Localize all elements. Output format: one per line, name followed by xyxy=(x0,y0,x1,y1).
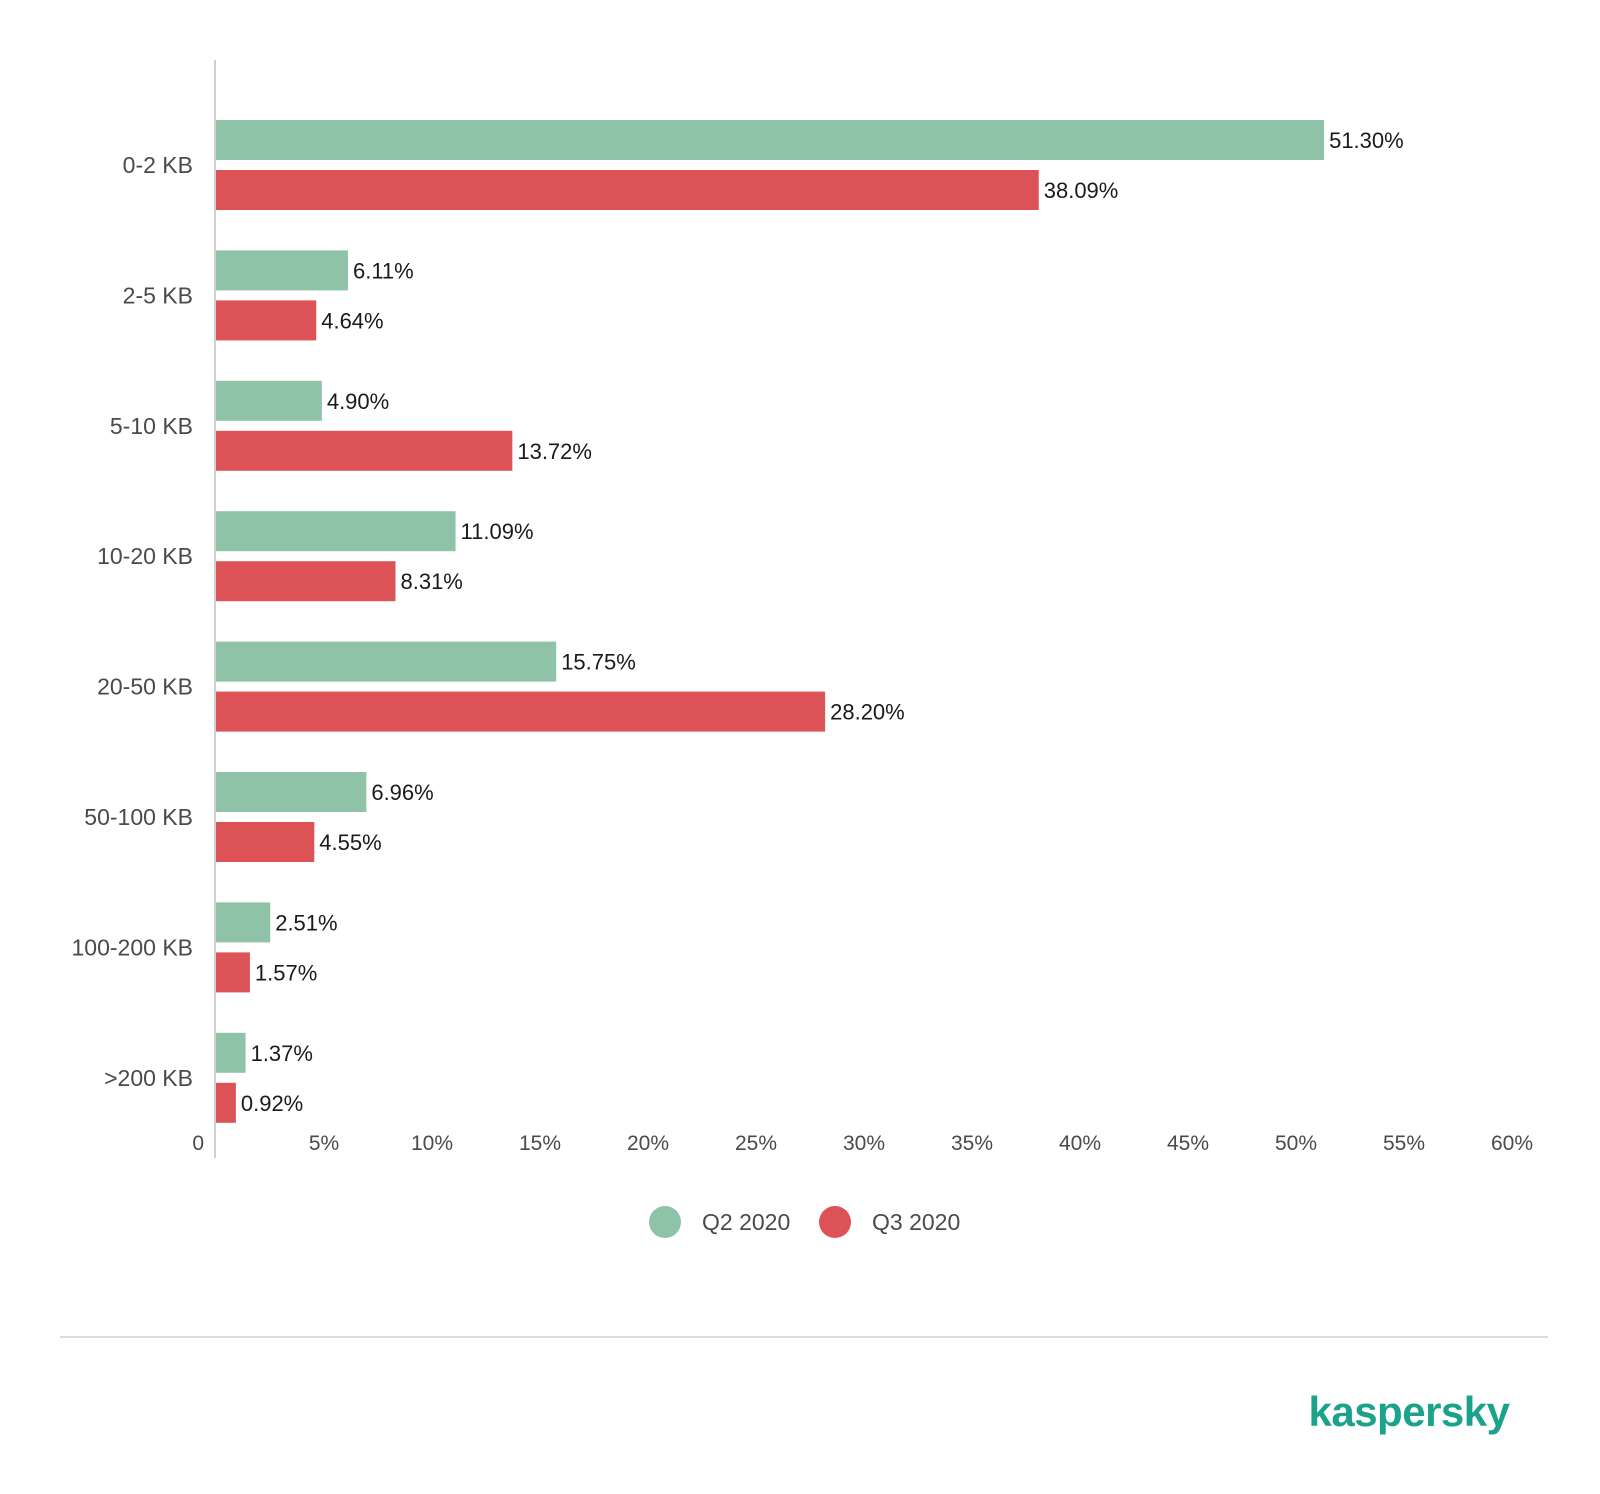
bar xyxy=(216,380,322,421)
category-label: 20-50 KB xyxy=(97,674,193,700)
data-label: 4.64% xyxy=(321,308,383,333)
data-label: 8.31% xyxy=(400,569,462,594)
data-label: 6.96% xyxy=(371,780,433,805)
category-label: 2-5 KB xyxy=(123,282,193,308)
category-label: >200 KB xyxy=(104,1065,193,1091)
bar xyxy=(216,300,317,341)
category-labels: 0-2 KB 2-5 KB 5-10 KB 10-20 KB 20-50 KB 50-10… xyxy=(72,152,193,1091)
legend: Q2 2020 Q3 2020 xyxy=(649,1206,960,1238)
category-label: 10-20 KB xyxy=(97,543,193,569)
data-label: 6.11% xyxy=(353,258,414,283)
bar xyxy=(216,430,513,471)
data-label: 15.75% xyxy=(561,650,636,675)
data-label: 4.55% xyxy=(319,830,381,855)
data-label: 13.72% xyxy=(517,439,592,464)
category-label: 100-200 KB xyxy=(72,934,193,960)
category-label: 50-100 KB xyxy=(84,804,193,830)
x-tick-label: 0 xyxy=(192,1132,204,1155)
legend-swatch xyxy=(819,1206,851,1238)
bar xyxy=(216,170,1039,210)
x-tick-label: 45% xyxy=(1167,1132,1209,1155)
x-tick-label: 55% xyxy=(1383,1132,1425,1155)
x-tick-label: 10% xyxy=(411,1132,453,1155)
bar xyxy=(216,1032,246,1073)
bar xyxy=(216,641,557,682)
x-tick-label: 5% xyxy=(309,1132,339,1155)
data-label: 1.57% xyxy=(255,960,317,985)
bars-layer: 51.30% 38.09% 6.11% 4.64% 4.90% 13.72% 11.09% 8… xyxy=(216,120,1404,1123)
kaspersky-logo: kaspersky xyxy=(1308,1390,1511,1435)
bar xyxy=(216,511,456,552)
data-label: 4.90% xyxy=(327,389,389,414)
x-tick-label: 60% xyxy=(1491,1132,1533,1155)
bar xyxy=(216,822,315,862)
x-tick-label: 35% xyxy=(951,1132,993,1155)
data-label: 38.09% xyxy=(1044,178,1119,203)
legend-label: Q3 2020 xyxy=(872,1209,960,1235)
data-label: 11.09% xyxy=(461,519,534,544)
bar xyxy=(216,772,367,812)
data-label: 51.30% xyxy=(1329,128,1404,153)
x-tick-label: 40% xyxy=(1059,1132,1101,1155)
data-label: 0.92% xyxy=(241,1091,303,1116)
bar xyxy=(216,561,396,602)
bar xyxy=(216,691,826,732)
x-axis-ticks: 0 5% 10% 15% 20% 25% 30% 35% 40% 45% 50% 55% 60% xyxy=(192,1132,1533,1155)
brand-logo-text: kaspersky xyxy=(1308,1390,1510,1435)
category-label: 5-10 KB xyxy=(110,413,193,439)
bar xyxy=(216,120,1325,160)
x-tick-label: 20% xyxy=(627,1132,669,1155)
footer-divider xyxy=(60,1336,1548,1338)
x-tick-label: 30% xyxy=(843,1132,885,1155)
x-tick-label: 15% xyxy=(519,1132,561,1155)
bar-chart: 51.30% 38.09% 6.11% 4.64% 4.90% 13.72% 11.09% 8… xyxy=(72,60,1533,1238)
bar xyxy=(216,952,250,993)
x-tick-label: 25% xyxy=(735,1132,777,1155)
x-tick-label: 50% xyxy=(1275,1132,1317,1155)
category-label: 0-2 KB xyxy=(123,152,193,178)
data-label: 1.37% xyxy=(251,1041,313,1066)
bar xyxy=(216,1082,236,1123)
legend-label: Q2 2020 xyxy=(702,1209,790,1235)
legend-swatch xyxy=(649,1206,681,1238)
bar xyxy=(216,250,348,291)
data-label: 2.51% xyxy=(275,910,337,935)
bar xyxy=(216,902,271,943)
data-label: 28.20% xyxy=(830,700,905,725)
